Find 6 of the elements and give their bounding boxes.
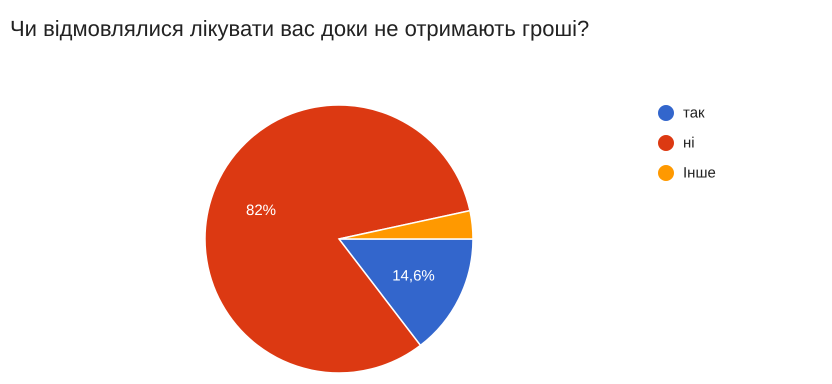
legend-label: Інше xyxy=(683,164,716,182)
chart-title: Чи відмовлялися лікувати вас доки не отримають гроші? xyxy=(10,16,590,41)
legend-label: ні xyxy=(683,134,695,152)
data-label: 82% xyxy=(246,202,276,219)
legend-label: так xyxy=(683,104,706,122)
data-label: 14,6% xyxy=(392,267,435,284)
